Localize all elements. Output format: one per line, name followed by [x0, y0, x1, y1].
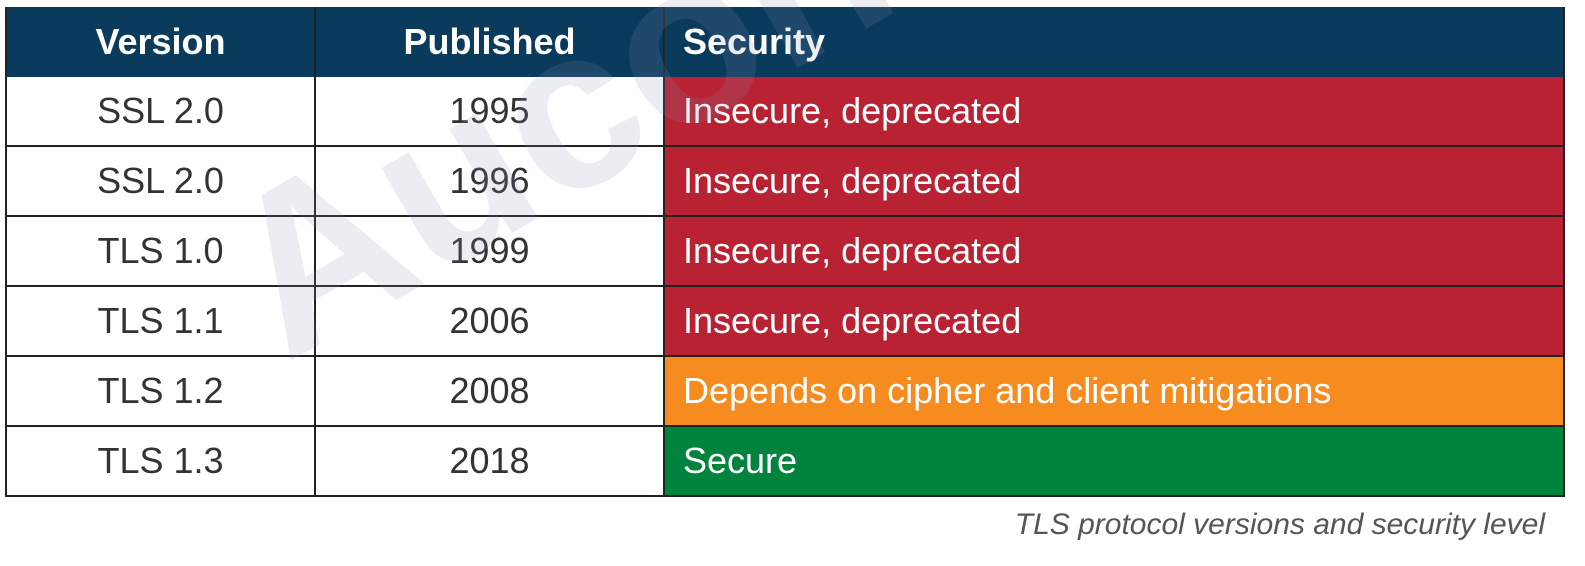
table-row: SSL 2.0 1996 Insecure, deprecated: [5, 147, 1565, 217]
security-cell: Insecure, deprecated: [665, 217, 1565, 287]
version-cell: TLS 1.2: [5, 357, 316, 427]
table: Version Published Security SSL 2.0 1995 In…: [5, 7, 1565, 497]
caption: TLS protocol versions and security level: [1014, 508, 1545, 541]
table-row: TLS 1.2 2008 Depends on cipher and client …: [5, 357, 1565, 427]
version-cell: TLS 1.3: [5, 427, 316, 497]
header-row: Version Published Security: [5, 7, 1565, 77]
header-cell: Version: [5, 7, 316, 77]
version-cell: TLS 1.1: [5, 287, 316, 357]
published-cell: 1996: [316, 147, 665, 217]
security-cell: Insecure, deprecated: [665, 287, 1565, 357]
header-cell: Security: [665, 7, 1565, 77]
table-row: TLS 1.3 2018 Secure: [5, 427, 1565, 497]
security-cell: Insecure, deprecated: [665, 77, 1565, 147]
security-cell: Depends on cipher and client mitigations: [665, 357, 1565, 427]
security-cell: Secure: [665, 427, 1565, 497]
table-row: TLS 1.1 2006 Insecure, deprecated: [5, 287, 1565, 357]
published-cell: 1995: [316, 77, 665, 147]
version-cell: TLS 1.0: [5, 217, 316, 287]
security-cell: Insecure, deprecated: [665, 147, 1565, 217]
table-row: TLS 1.0 1999 Insecure, deprecated: [5, 217, 1565, 287]
published-cell: 2006: [316, 287, 665, 357]
published-cell: 1999: [316, 217, 665, 287]
version-cell: SSL 2.0: [5, 147, 316, 217]
published-cell: 2018: [316, 427, 665, 497]
table-row: SSL 2.0 1995 Insecure, deprecated: [5, 77, 1565, 147]
version-cell: SSL 2.0: [5, 77, 316, 147]
header-cell: Published: [316, 7, 665, 77]
published-cell: 2008: [316, 357, 665, 427]
